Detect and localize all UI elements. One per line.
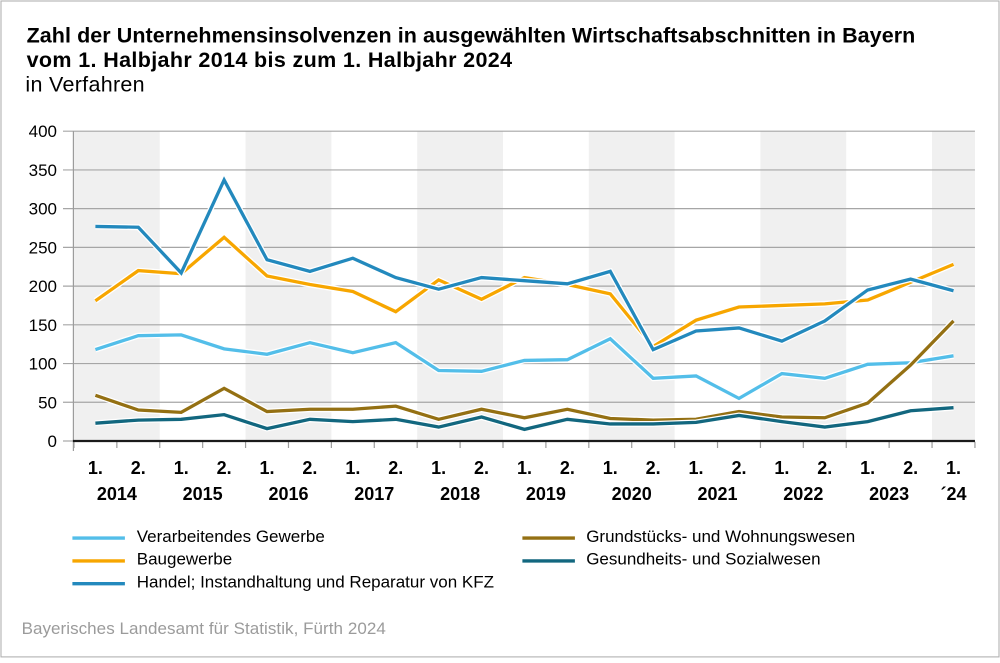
svg-text:2.: 2. [388,458,403,478]
svg-text:350: 350 [29,161,57,180]
svg-text:1.: 1. [88,458,103,478]
svg-text:2.: 2. [302,458,317,478]
svg-text:Grundstücks- und Wohnungswesen: Grundstücks- und Wohnungswesen [586,527,855,546]
svg-text:in Verfahren: in Verfahren [25,73,145,97]
svg-text:1.: 1. [603,458,618,478]
svg-text:150: 150 [29,316,57,335]
svg-text:100: 100 [29,355,57,374]
svg-text:1.: 1. [774,458,789,478]
svg-text:200: 200 [29,277,57,296]
svg-text:Zahl der Unternehmensinsolvenz: Zahl der Unternehmensinsolvenzen in ausg… [27,23,916,47]
svg-text:Baugewerbe: Baugewerbe [137,550,232,569]
svg-text:1.: 1. [431,458,446,478]
svg-text:1.: 1. [174,458,189,478]
svg-text:2015: 2015 [183,484,223,504]
svg-text:vom 1. Halbjahr 2014 bis zum 1: vom 1. Halbjahr 2014 bis zum 1. Halbjahr… [27,48,513,72]
svg-text:2022: 2022 [783,484,823,504]
svg-text:2.: 2. [817,458,832,478]
svg-text:Handel; Instandhaltung und Rep: Handel; Instandhaltung und Reparatur von… [137,573,494,592]
svg-text:2019: 2019 [526,484,566,504]
svg-text:2.: 2. [646,458,661,478]
svg-text:Verarbeitendes Gewerbe: Verarbeitendes Gewerbe [137,527,325,546]
svg-text:Bayerisches Landesamt für Stat: Bayerisches Landesamt für Statistik, Für… [22,619,386,638]
svg-text:2.: 2. [903,458,918,478]
svg-text:2.: 2. [731,458,746,478]
svg-text:2021: 2021 [697,484,737,504]
svg-text:2.: 2. [560,458,575,478]
svg-text:1.: 1. [689,458,704,478]
svg-text:2.: 2. [217,458,232,478]
svg-text:Gesundheits- und Sozialwesen: Gesundheits- und Sozialwesen [586,550,820,569]
svg-text:2017: 2017 [354,484,394,504]
svg-text:1.: 1. [860,458,875,478]
svg-text:1.: 1. [517,458,532,478]
svg-text:2016: 2016 [268,484,308,504]
svg-text:2020: 2020 [612,484,652,504]
svg-text:300: 300 [29,200,57,219]
svg-text:1.: 1. [946,458,961,478]
svg-text:2023: 2023 [869,484,909,504]
svg-text:2014: 2014 [97,484,137,504]
svg-text:2.: 2. [474,458,489,478]
svg-text:2018: 2018 [440,484,480,504]
svg-text:´24: ´24 [940,484,966,504]
svg-text:0: 0 [48,432,57,451]
svg-text:2.: 2. [131,458,146,478]
svg-text:1.: 1. [260,458,275,478]
svg-text:400: 400 [29,122,57,141]
svg-text:250: 250 [29,238,57,257]
svg-text:1.: 1. [345,458,360,478]
svg-text:50: 50 [38,393,57,412]
